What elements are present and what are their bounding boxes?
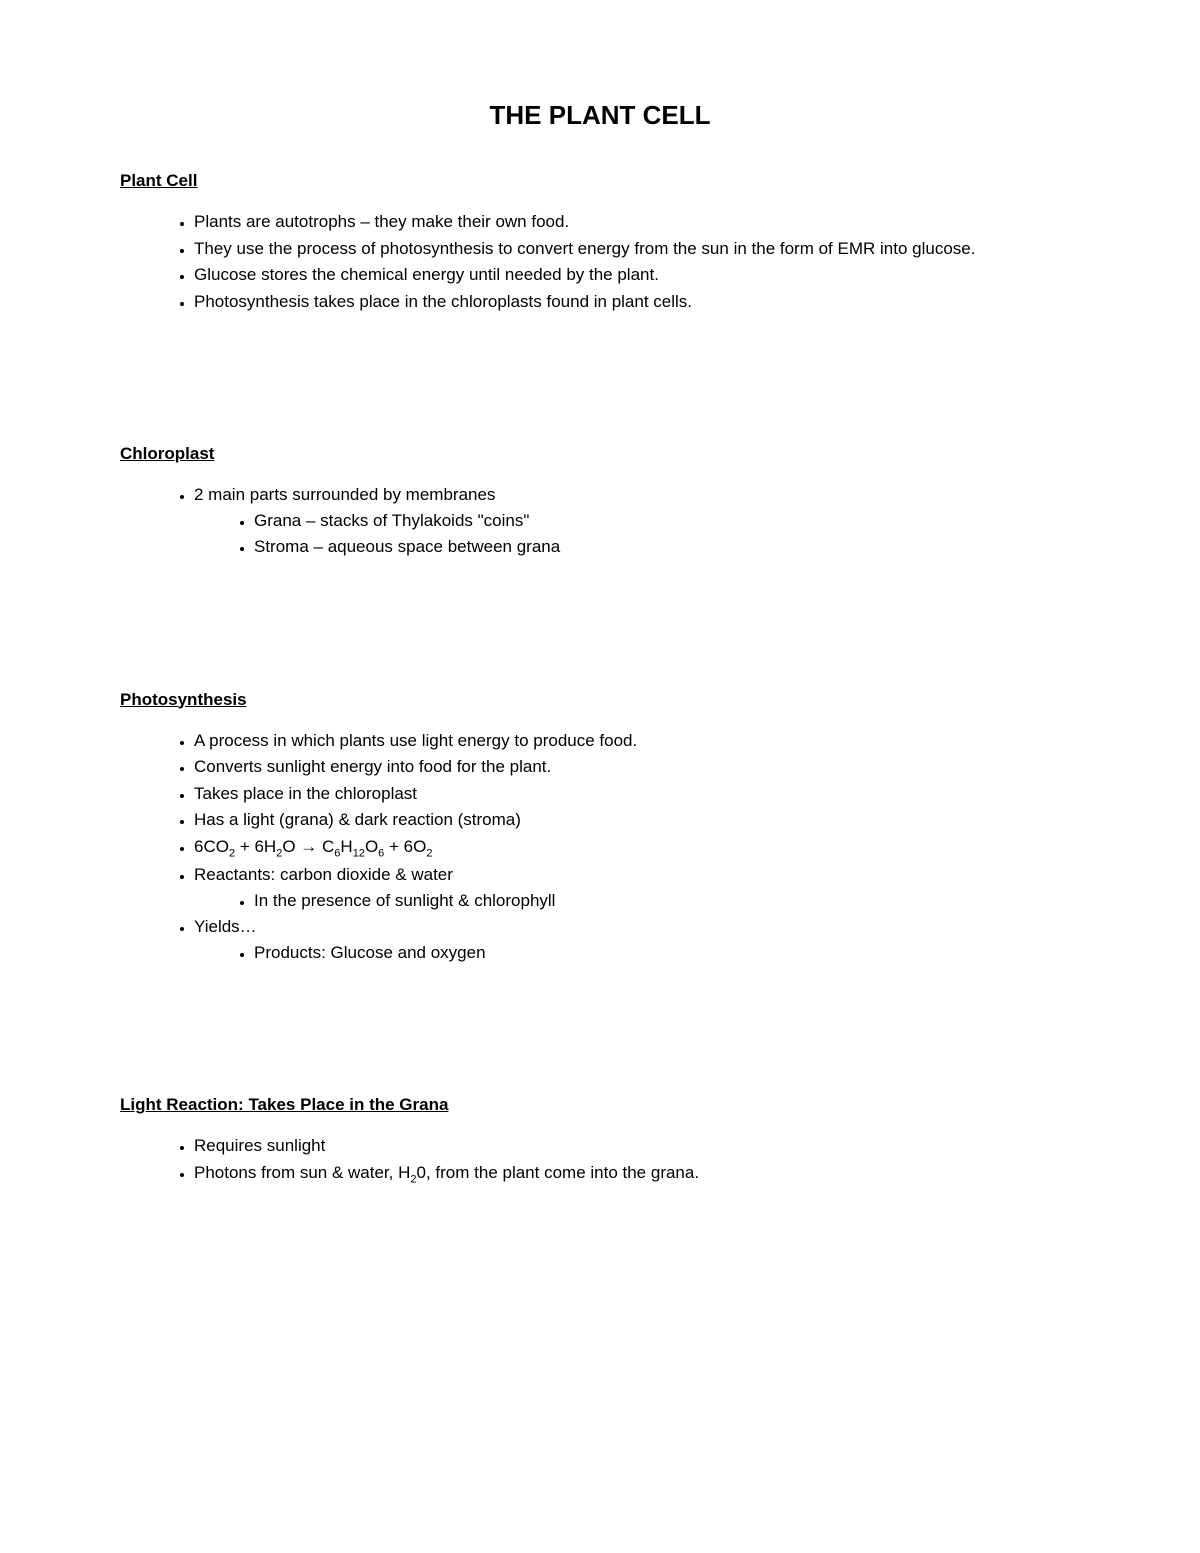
sub-bullet-list: Products: Glucose and oxygen	[194, 940, 1080, 966]
section-heading: Photosynthesis	[120, 690, 1080, 710]
list-item-text: Yields…	[194, 917, 257, 936]
sub-list-item: Stroma – aqueous space between grana	[254, 534, 1080, 560]
bullet-list: A process in which plants use light ener…	[120, 728, 1080, 966]
list-item: A process in which plants use light ener…	[194, 728, 1080, 754]
list-item: Glucose stores the chemical energy until…	[194, 262, 1080, 288]
section-light-reaction: Light Reaction: Takes Place in the Grana…	[120, 1095, 1080, 1187]
sub-bullet-list: In the presence of sunlight & chlorophyl…	[194, 888, 1080, 914]
bullet-list: 2 main parts surrounded by membranes Gra…	[120, 482, 1080, 560]
list-item: 2 main parts surrounded by membranes Gra…	[194, 482, 1080, 560]
section-plant-cell: Plant Cell Plants are autotrophs – they …	[120, 171, 1080, 314]
list-item: Photosynthesis takes place in the chloro…	[194, 289, 1080, 315]
list-item: Photons from sun & water, H20, from the …	[194, 1160, 1080, 1188]
list-item-formula: 6CO2 + 6H2O → C6H12O6 + 6O2	[194, 834, 1080, 862]
section-photosynthesis: Photosynthesis A process in which plants…	[120, 690, 1080, 966]
document-title: THE PLANT CELL	[120, 100, 1080, 131]
sub-list-item: Grana – stacks of Thylakoids "coins"	[254, 508, 1080, 534]
list-item: Yields… Products: Glucose and oxygen	[194, 914, 1080, 965]
sub-list-item: In the presence of sunlight & chlorophyl…	[254, 888, 1080, 914]
sub-list-item: Products: Glucose and oxygen	[254, 940, 1080, 966]
list-item: Plants are autotrophs – they make their …	[194, 209, 1080, 235]
section-heading: Chloroplast	[120, 444, 1080, 464]
list-item: They use the process of photosynthesis t…	[194, 236, 1080, 262]
list-item: Requires sunlight	[194, 1133, 1080, 1159]
section-heading: Light Reaction: Takes Place in the Grana	[120, 1095, 1080, 1115]
section-heading: Plant Cell	[120, 171, 1080, 191]
bullet-list: Requires sunlight Photons from sun & wat…	[120, 1133, 1080, 1187]
list-item: Takes place in the chloroplast	[194, 781, 1080, 807]
bullet-list: Plants are autotrophs – they make their …	[120, 209, 1080, 314]
list-item: Converts sunlight energy into food for t…	[194, 754, 1080, 780]
list-item-text: 2 main parts surrounded by membranes	[194, 485, 495, 504]
section-chloroplast: Chloroplast 2 main parts surrounded by m…	[120, 444, 1080, 560]
list-item: Reactants: carbon dioxide & water In the…	[194, 862, 1080, 913]
sub-bullet-list: Grana – stacks of Thylakoids "coins" Str…	[194, 508, 1080, 560]
list-item: Has a light (grana) & dark reaction (str…	[194, 807, 1080, 833]
list-item-text: Reactants: carbon dioxide & water	[194, 865, 453, 884]
